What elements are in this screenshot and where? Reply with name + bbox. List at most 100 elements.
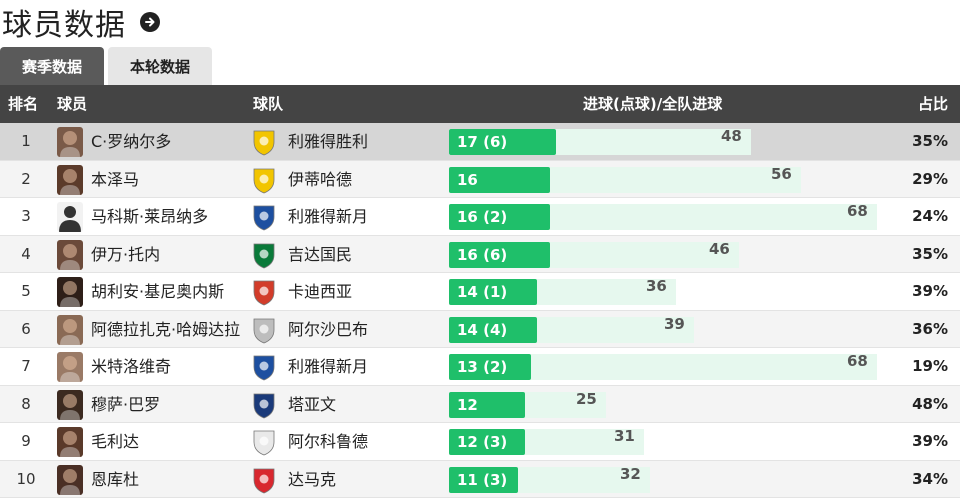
team-name-link[interactable]: 卡迪西亚 xyxy=(288,282,353,301)
player-avatar[interactable] xyxy=(57,314,83,345)
player-goals-bar xyxy=(449,129,556,155)
player-goals-value: 16 (6) xyxy=(457,245,508,264)
player-name-link[interactable]: 胡利安·基尼奥内斯 xyxy=(91,282,225,301)
player-avatar[interactable] xyxy=(57,427,83,457)
table-row[interactable]: 7 米特洛维奇 利雅得新月 68 13 (2) 19% xyxy=(0,348,960,386)
team-goals-value: 68 xyxy=(847,202,868,220)
rank-cell: 5 xyxy=(21,282,31,300)
goal-share-value: 35% xyxy=(912,132,948,150)
team-name-link[interactable]: 阿尔沙巴布 xyxy=(288,319,369,339)
player-goals-value: 16 (2) xyxy=(457,208,508,226)
table-row[interactable]: 10 恩库杜 达马克 32 11 (3) 34% xyxy=(0,460,960,498)
goal-share-value: 34% xyxy=(912,469,948,488)
al-taawoun-crest-icon[interactable] xyxy=(252,391,276,419)
page-title: 球员数据 xyxy=(2,8,126,43)
team-goals-value: 36 xyxy=(646,277,667,295)
player-avatar[interactable] xyxy=(57,389,83,420)
player-avatar[interactable] xyxy=(57,239,83,270)
damac-crest-icon[interactable] xyxy=(252,466,276,494)
team-name-link[interactable]: 利雅得新月 xyxy=(288,357,369,376)
goal-share-value: 35% xyxy=(912,244,948,263)
al-kholood-crest-icon[interactable] xyxy=(252,428,276,456)
arrow-right-circle-icon[interactable] xyxy=(140,12,160,32)
al-ahli-crest-icon[interactable] xyxy=(252,241,276,269)
goal-share-value: 29% xyxy=(912,169,948,188)
team-goals-value: 56 xyxy=(771,164,792,183)
player-avatar[interactable] xyxy=(57,202,83,232)
goal-share-value: 39% xyxy=(912,282,948,300)
player-name-link[interactable]: 伊万·托内 xyxy=(91,244,161,264)
team-name-link[interactable]: 利雅得新月 xyxy=(288,207,369,226)
player-name-link[interactable]: 阿德拉扎克·哈姆达拉 xyxy=(91,319,241,339)
table-row[interactable]: 1 C·罗纳尔多 利雅得胜利 48 17 (6) 35% xyxy=(0,123,960,161)
tab-season-stats[interactable]: 赛季数据 xyxy=(0,47,104,85)
table-row[interactable]: 4 伊万·托内 吉达国民 46 16 (6) 35% xyxy=(0,235,960,273)
team-goals-value: 46 xyxy=(709,239,730,258)
goal-share-value: 39% xyxy=(912,432,948,450)
rank-cell: 1 xyxy=(21,132,31,150)
table-row[interactable]: 3 马科斯·莱昂纳多 利雅得新月 68 16 (2) 24% xyxy=(0,198,960,236)
al-qadsiah-crest-icon[interactable] xyxy=(252,278,276,306)
player-avatar[interactable] xyxy=(57,164,83,195)
team-goals-value: 31 xyxy=(614,427,635,445)
team-goals-value: 25 xyxy=(576,389,597,408)
rank-cell: 6 xyxy=(21,319,31,338)
goal-share-value: 19% xyxy=(912,357,948,375)
rank-cell: 9 xyxy=(21,432,31,450)
stats-tabs: 赛季数据 本轮数据 xyxy=(0,47,216,85)
team-goals-value: 39 xyxy=(664,314,685,333)
rank-cell: 4 xyxy=(21,244,31,263)
goal-share-value: 36% xyxy=(912,319,948,338)
table-header: 排名 球员 球队 进球(点球)/全队进球 占比 xyxy=(0,85,960,123)
rank-cell: 2 xyxy=(21,169,31,188)
al-ittihad-crest-icon[interactable] xyxy=(252,166,276,194)
table-row[interactable]: 9 毛利达 阿尔科鲁德 31 12 (3) 39% xyxy=(0,423,960,461)
player-goals-bar xyxy=(449,241,550,268)
player-goals-value: 14 (1) xyxy=(457,283,508,301)
team-name-link[interactable]: 塔亚文 xyxy=(288,394,337,414)
player-avatar[interactable] xyxy=(57,352,83,382)
player-name-link[interactable]: 穆萨·巴罗 xyxy=(91,394,161,414)
player-goals-bar xyxy=(449,279,537,305)
al-hilal-crest-icon[interactable] xyxy=(252,353,276,381)
al-shabab-crest-icon[interactable] xyxy=(252,316,276,344)
table-row[interactable]: 2 本泽马 伊蒂哈德 56 16 29% xyxy=(0,160,960,198)
player-goals-value: 17 (6) xyxy=(457,133,508,151)
player-avatar[interactable] xyxy=(57,127,83,157)
team-name-link[interactable]: 达马克 xyxy=(288,469,337,489)
team-name-link[interactable]: 利雅得胜利 xyxy=(288,132,369,151)
player-name-link[interactable]: 恩库杜 xyxy=(91,469,140,489)
header-player[interactable]: 球员 xyxy=(57,95,88,113)
tab-round-stats[interactable]: 本轮数据 xyxy=(108,47,212,85)
team-name-link[interactable]: 伊蒂哈德 xyxy=(288,169,353,189)
goal-share-value: 24% xyxy=(912,207,948,225)
player-name-link[interactable]: 米特洛维奇 xyxy=(91,357,172,376)
player-goals-bar xyxy=(449,391,525,418)
player-name-link[interactable]: 本泽马 xyxy=(91,169,140,189)
team-name-link[interactable]: 阿尔科鲁德 xyxy=(288,432,369,451)
player-name-link[interactable]: 马科斯·莱昂纳多 xyxy=(91,207,209,226)
al-nassr-crest-icon[interactable] xyxy=(252,128,276,156)
player-name-link[interactable]: 毛利达 xyxy=(91,432,140,451)
team-name-link[interactable]: 吉达国民 xyxy=(288,244,353,264)
rank-cell: 3 xyxy=(21,207,31,225)
table-row[interactable]: 5 胡利安·基尼奥内斯 卡迪西亚 36 14 (1) 39% xyxy=(0,273,960,311)
player-goals-bar xyxy=(449,354,531,380)
rank-cell: 7 xyxy=(21,357,31,375)
header-share[interactable]: 占比 xyxy=(917,95,948,113)
al-hilal-crest-icon[interactable] xyxy=(252,203,276,231)
player-avatar[interactable] xyxy=(57,277,83,307)
table-row[interactable]: 8 穆萨·巴罗 塔亚文 25 12 48% xyxy=(0,385,960,423)
table-row[interactable]: 6 阿德拉扎克·哈姆达拉 阿尔沙巴布 39 14 (4) 36% xyxy=(0,310,960,348)
player-avatar[interactable] xyxy=(57,464,83,495)
player-goals-value: 13 (2) xyxy=(457,358,508,376)
player-name-link[interactable]: C·罗纳尔多 xyxy=(91,132,172,151)
header-rank[interactable]: 排名 xyxy=(8,95,39,113)
header-goals[interactable]: 进球(点球)/全队进球 xyxy=(583,95,723,113)
player-goals-value: 12 xyxy=(457,395,478,414)
player-goals-value: 11 (3) xyxy=(457,470,508,489)
player-goals-bar xyxy=(449,204,550,230)
rank-cell: 10 xyxy=(16,469,36,488)
player-goals-bar xyxy=(449,316,537,343)
header-team[interactable]: 球队 xyxy=(253,95,284,113)
